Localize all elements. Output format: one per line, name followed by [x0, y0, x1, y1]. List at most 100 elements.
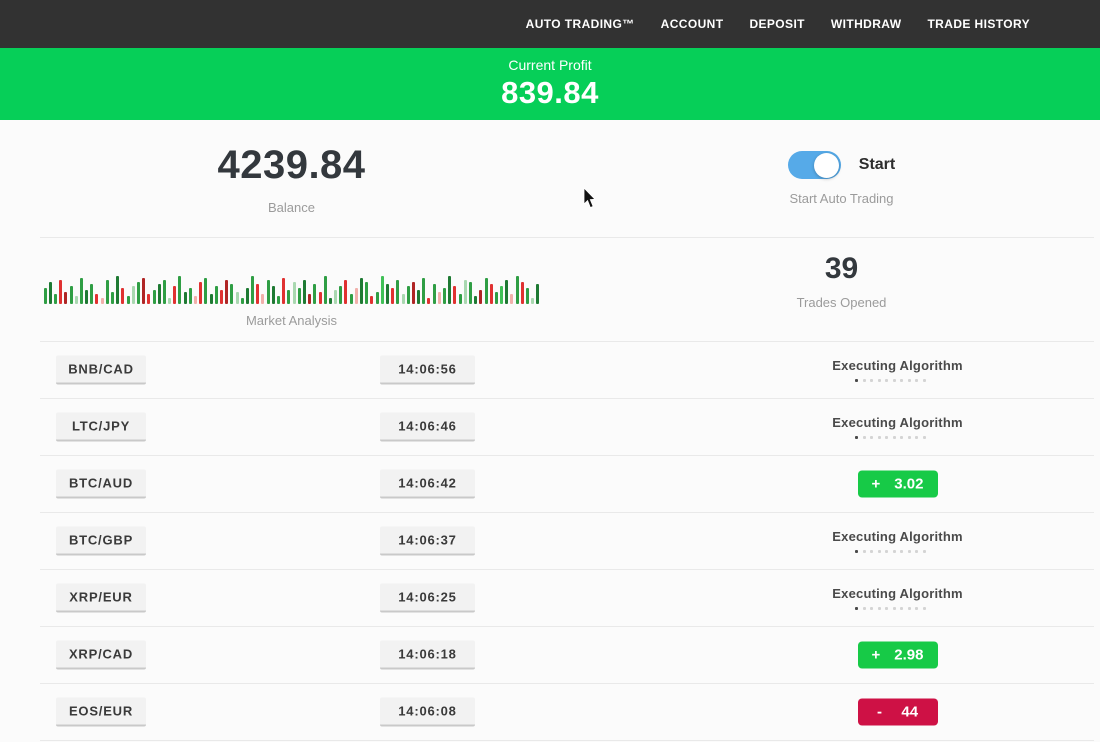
candle-bar: [365, 281, 369, 304]
candle-bar: [199, 281, 203, 304]
candle-bar: [468, 281, 472, 304]
candle-bar: [261, 293, 265, 304]
mouse-cursor-icon: [583, 188, 596, 209]
table-row: LTC/JPY 14:06:46 Executing Algorithm: [0, 399, 1100, 455]
candle-bar: [282, 277, 286, 304]
candle-bar: [173, 285, 177, 304]
nav-item-withdraw[interactable]: WITHDRAW: [830, 17, 902, 31]
table-row: XRP/EUR 14:06:25 Executing Algorithm: [0, 570, 1100, 626]
table-row: EOS/EUR 14:06:08 - 44: [0, 684, 1100, 740]
candle-bar: [214, 285, 218, 304]
auto-trading-block: Start Start Auto Trading: [583, 120, 1100, 237]
candle-bar: [505, 279, 509, 304]
result-sign: +: [871, 475, 881, 493]
candle-bar: [292, 281, 296, 304]
candle-bar: [85, 289, 89, 304]
candle-bar: [53, 293, 57, 304]
time-chip: 14:06:46: [380, 412, 475, 442]
candle-bar: [209, 293, 213, 304]
pair-chip: XRP/EUR: [56, 583, 146, 613]
candle-bar: [432, 283, 436, 304]
candle-bar: [308, 293, 312, 304]
executing-label: Executing Algorithm: [832, 586, 963, 601]
nav-item-trade-history[interactable]: TRADE HISTORY: [927, 17, 1030, 31]
candle-bar: [116, 275, 120, 304]
candle-bar: [302, 279, 306, 304]
row-divider: [40, 398, 1094, 399]
candle-bar: [411, 281, 415, 304]
candle-bar: [515, 275, 519, 304]
candle-bar: [183, 291, 187, 304]
top-navbar: AUTO TRADING™ ACCOUNT DEPOSIT WITHDRAW TRADE…: [0, 0, 1100, 48]
candle-bar: [152, 289, 156, 304]
candle-bar: [48, 281, 52, 304]
trade-status: Executing Algorithm: [790, 358, 1005, 382]
candle-bar: [328, 297, 332, 304]
nav-item-account[interactable]: ACCOUNT: [660, 17, 724, 31]
candle-bar: [266, 279, 270, 304]
row-divider: [40, 569, 1094, 570]
candle-bar: [323, 275, 327, 304]
market-analysis-label: Market Analysis: [245, 312, 338, 328]
trade-status: + 3.02: [790, 470, 1005, 498]
result-badge: - 44: [857, 698, 938, 726]
current-profit-value: 839.84: [501, 75, 599, 110]
candle-bar: [427, 297, 431, 304]
candle-bar: [453, 285, 457, 304]
market-section: Market Analysis 39 Trades Opened: [0, 238, 1100, 341]
candle-bar: [287, 289, 291, 304]
candle-bar: [406, 285, 410, 304]
trade-list: BNB/CAD 14:06:56 Executing Algorithm LTC…: [0, 342, 1100, 741]
candle-bar: [157, 283, 161, 304]
candle-bar: [95, 293, 99, 304]
pair-chip: BTC/GBP: [56, 526, 146, 556]
candle-bar: [230, 283, 234, 304]
candle-bar: [396, 279, 400, 304]
progress-dots-icon: [776, 607, 1005, 610]
row-divider: [40, 512, 1094, 513]
trades-opened-value: 39: [824, 252, 859, 285]
candle-bar: [458, 293, 462, 304]
time-chip: 14:06:37: [380, 526, 475, 556]
nav-item-deposit[interactable]: DEPOSIT: [749, 17, 805, 31]
trade-status: - 44: [790, 698, 1005, 726]
candle-bar: [256, 283, 260, 304]
table-row: XRP/CAD 14:06:18 + 2.98: [0, 627, 1100, 683]
candle-bar: [510, 293, 514, 304]
candle-bar: [240, 297, 244, 304]
candle-bar: [463, 279, 467, 304]
candle-bar: [194, 295, 198, 304]
candle-bar: [219, 289, 223, 304]
candle-bar: [437, 291, 441, 304]
candle-bar: [235, 291, 239, 304]
candle-bar: [349, 293, 353, 304]
table-row: BNB/CAD 14:06:56 Executing Algorithm: [0, 342, 1100, 398]
nav-item-auto-trading[interactable]: AUTO TRADING™: [525, 17, 635, 31]
result-amount: 44: [901, 703, 919, 721]
auto-trading-toggle[interactable]: [787, 151, 841, 179]
trade-status: Executing Algorithm: [790, 529, 1005, 553]
candle-bar: [142, 277, 146, 304]
pair-chip: EOS/EUR: [56, 697, 146, 727]
candle-bar: [178, 275, 182, 304]
current-profit-label: Current Profit: [508, 57, 592, 73]
candle-bar: [131, 285, 135, 304]
candle-bar: [74, 295, 78, 304]
time-chip: 14:06:18: [380, 640, 475, 670]
candle-bar: [59, 279, 63, 304]
candle-bar: [136, 281, 140, 304]
progress-dots-icon: [776, 550, 1005, 553]
candle-bar: [380, 275, 384, 304]
divider: [40, 341, 1094, 342]
result-sign: +: [871, 646, 881, 664]
candle-bar: [494, 291, 498, 304]
result-amount: 2.98: [894, 646, 924, 664]
candle-bar: [474, 295, 478, 304]
candle-bar: [43, 287, 47, 304]
time-chip: 14:06:56: [380, 355, 475, 385]
trades-opened-block: 39 Trades Opened: [583, 238, 1100, 341]
candle-bar: [417, 289, 421, 304]
candle-bar: [147, 293, 151, 304]
trade-status: + 2.98: [790, 641, 1005, 669]
candle-bar: [64, 291, 68, 304]
